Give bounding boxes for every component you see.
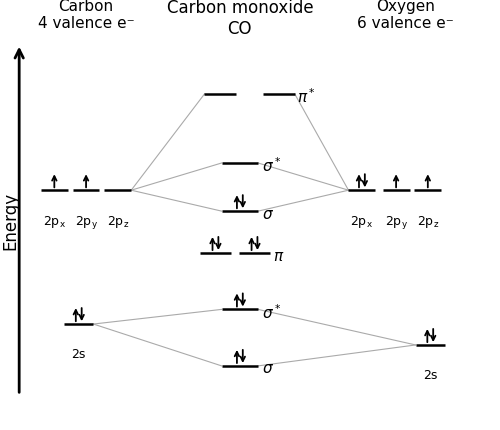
- Text: 2s: 2s: [72, 347, 86, 360]
- Text: $\sigma$: $\sigma$: [262, 361, 274, 375]
- Text: 2p$_\mathrm{z}$: 2p$_\mathrm{z}$: [416, 214, 439, 230]
- Text: Energy: Energy: [2, 191, 20, 249]
- Text: $\sigma$: $\sigma$: [262, 206, 274, 221]
- Text: $\sigma^*$: $\sigma^*$: [262, 302, 281, 321]
- Text: $\pi$: $\pi$: [273, 248, 284, 263]
- Text: $\sigma^*$: $\sigma^*$: [262, 157, 281, 175]
- Text: 2s: 2s: [423, 368, 438, 381]
- Text: $\pi^*$: $\pi^*$: [298, 88, 316, 106]
- Text: 2p$_\mathrm{x}$: 2p$_\mathrm{x}$: [350, 214, 374, 230]
- Text: Carbon monoxide
CO: Carbon monoxide CO: [166, 0, 313, 37]
- Text: Carbon
4 valence e⁻: Carbon 4 valence e⁻: [38, 0, 134, 31]
- Text: 2p$_\mathrm{z}$: 2p$_\mathrm{z}$: [106, 214, 129, 230]
- Text: 2p$_\mathrm{y}$: 2p$_\mathrm{y}$: [384, 214, 407, 230]
- Text: Oxygen
6 valence e⁻: Oxygen 6 valence e⁻: [358, 0, 454, 31]
- Text: 2p$_\mathrm{y}$: 2p$_\mathrm{y}$: [74, 214, 98, 230]
- Text: 2p$_\mathrm{x}$: 2p$_\mathrm{x}$: [43, 214, 66, 230]
